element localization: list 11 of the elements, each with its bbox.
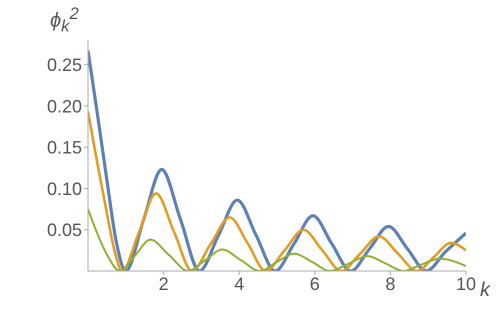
y-tick-label: 0.15 bbox=[46, 138, 82, 158]
x-tick-label: 10 bbox=[456, 274, 476, 294]
x-tick-label: 2 bbox=[158, 274, 169, 294]
x-tick-label: 8 bbox=[385, 274, 396, 294]
y-tick-label: 0.20 bbox=[46, 96, 82, 116]
x-tick-label: 4 bbox=[234, 274, 244, 294]
x-axis-title: k bbox=[480, 279, 490, 302]
y-tick-label: 0.10 bbox=[46, 178, 82, 199]
y-tick-label: 0.25 bbox=[46, 55, 82, 76]
x-tick-label: 6 bbox=[310, 274, 320, 294]
y-tick-label: 0.05 bbox=[46, 220, 82, 240]
